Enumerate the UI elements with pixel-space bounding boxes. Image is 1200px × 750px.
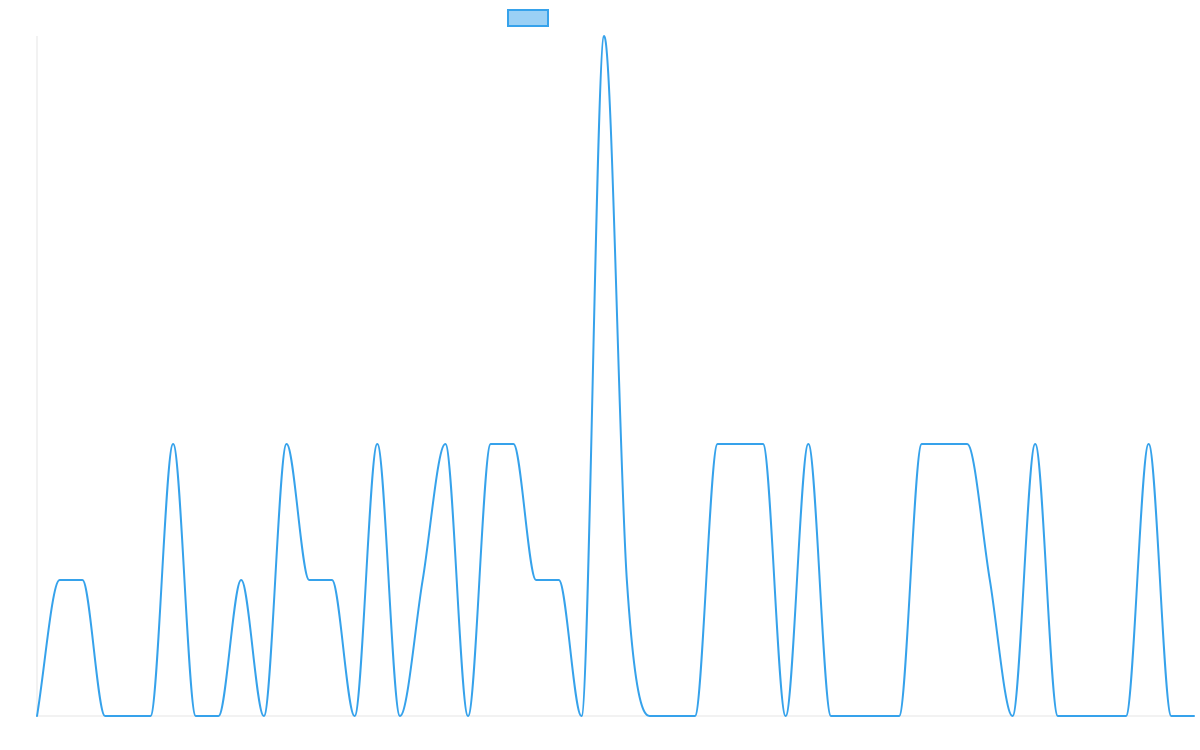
series-layer (36, 35, 1195, 717)
legend[interactable] (507, 9, 549, 27)
legend-swatch[interactable] (507, 9, 549, 27)
axes (36, 36, 1194, 717)
series-line-0 (36, 35, 1195, 717)
